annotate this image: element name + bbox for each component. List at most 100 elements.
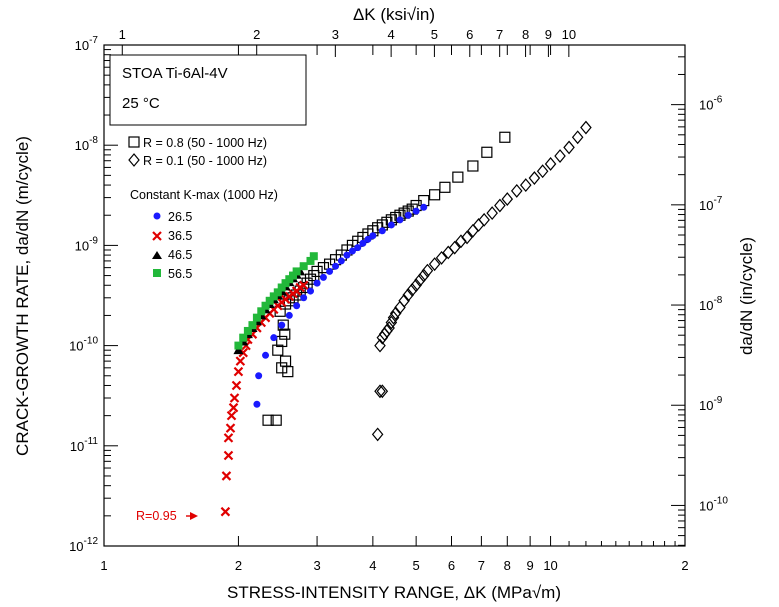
point-56-5 [248, 321, 257, 330]
point-26-5 [313, 279, 321, 287]
x-tick-label: 8 [504, 558, 511, 573]
top-axis-label-text: ΔK (ksi√in) [353, 5, 435, 24]
point-26-5 [319, 273, 327, 281]
point-r-0-1-50-1000-hz- [428, 257, 441, 272]
point-56-5 [299, 262, 308, 271]
legend-marker-465 [152, 251, 162, 259]
point-26-5 [306, 287, 314, 295]
top-axis-label: ΔK (ksi√in) [353, 5, 435, 24]
point-r-0-1-50-1000-hz- [461, 230, 473, 245]
legend-marker-265 [153, 212, 161, 220]
point-36-5 [223, 433, 234, 443]
point-26-5 [332, 262, 340, 270]
point-56-5 [265, 296, 274, 305]
top-tick-label: 7 [496, 27, 503, 42]
point-r-0-8-50-1000-hz- [452, 171, 464, 183]
right-tick-label: 10-8 [699, 295, 723, 313]
point-r-0-1-50-1000-hz- [528, 171, 541, 185]
point-r-0-8-50-1000-hz- [317, 262, 330, 274]
point-r-0-8-50-1000-hz- [429, 189, 441, 201]
data-points [220, 120, 592, 517]
point-r-0-1-50-1000-hz- [455, 234, 467, 249]
point-36-5 [229, 393, 240, 403]
top-tick-label: 5 [431, 27, 438, 42]
point-36-5 [226, 410, 237, 421]
point-r-0-1-50-1000-hz- [385, 315, 398, 330]
point-26-5 [255, 372, 263, 380]
point-r-0-1-50-1000-hz- [486, 206, 498, 221]
point-36-5 [233, 366, 244, 377]
point-26-5 [270, 334, 278, 342]
point-26-5 [354, 244, 362, 252]
point-r-0-1-50-1000-hz- [510, 183, 523, 198]
top-tick-label: 10 [562, 27, 576, 42]
point-26-5 [343, 251, 351, 259]
point-26-5 [253, 400, 261, 408]
point-56-5 [292, 267, 301, 276]
point-26-5 [300, 294, 308, 302]
point-56-5 [257, 307, 266, 316]
point-56-5 [273, 288, 282, 297]
legend-marker-r01 [128, 153, 140, 167]
legend-label-r01: R = 0.1 (50 - 1000 Hz) [143, 154, 267, 168]
point-26-5 [326, 267, 334, 275]
point-r-0-8-50-1000-hz- [481, 146, 493, 158]
legend-marker-565 [153, 269, 161, 277]
legend-marker-r08 [128, 136, 140, 148]
point-56-5 [306, 256, 315, 265]
point-r-0-1-50-1000-hz- [544, 157, 557, 171]
y-tick-label: 10-12 [69, 536, 98, 554]
point-56-5 [309, 252, 318, 261]
point-26-5 [387, 221, 395, 229]
point-r-0-1-50-1000-hz- [494, 198, 506, 213]
point-r-0-8-50-1000-hz- [270, 414, 282, 426]
point-36-5 [221, 471, 232, 481]
right-tick-label: 10-10 [699, 495, 728, 513]
point-r-0-1-50-1000-hz- [571, 130, 584, 145]
point-56-5 [277, 283, 286, 292]
point-r-0-1-50-1000-hz- [417, 268, 430, 283]
point-26-5 [369, 232, 377, 240]
point-r-0-1-50-1000-hz- [563, 140, 575, 155]
y-tick-label: 10-9 [75, 235, 99, 253]
x-tick-label: 5 [413, 558, 420, 573]
point-r-0-1-50-1000-hz- [448, 240, 461, 255]
point-r-0-1-50-1000-hz- [371, 427, 384, 442]
legend-label-565: 56.5 [168, 267, 192, 281]
point-r-0-8-50-1000-hz- [279, 355, 292, 367]
point-56-5 [261, 301, 270, 310]
point-r-0-1-50-1000-hz- [435, 250, 448, 265]
legend-label-465: 46.5 [168, 248, 192, 262]
x-axis-label: STRESS-INTENSITY RANGE, ΔK (MPa√m) [227, 583, 561, 602]
x-tick-label: 2 [235, 558, 242, 573]
y-tick-label: 10-10 [69, 336, 98, 354]
point-26-5 [278, 321, 286, 329]
legend-label-265: 26.5 [168, 210, 192, 224]
point-26-5 [396, 216, 404, 224]
point-r-0-8-50-1000-hz- [311, 265, 323, 278]
point-36-5 [223, 450, 234, 461]
point-36-5 [235, 356, 246, 366]
legend: R = 0.8 (50 - 1000 Hz) R = 0.1 (50 - 100… [128, 136, 278, 281]
point-r-0-1-50-1000-hz- [387, 310, 400, 325]
point-r-0-1-50-1000-hz- [501, 192, 514, 207]
point-r-0-8-50-1000-hz- [308, 269, 320, 282]
point-36-5 [225, 423, 236, 433]
point-26-5 [285, 311, 293, 319]
point-56-5 [243, 326, 252, 335]
point-r-0-1-50-1000-hz- [406, 282, 419, 297]
plot-frame [103, 44, 686, 547]
point-r-0-1-50-1000-hz- [398, 293, 410, 308]
point-r-0-8-50-1000-hz- [279, 328, 291, 340]
point-r-0-1-50-1000-hz- [519, 178, 532, 193]
point-26-5 [404, 211, 412, 219]
point-r-0-8-50-1000-hz- [276, 362, 288, 374]
legend-marker-365 [152, 231, 162, 241]
point-56-5 [239, 333, 248, 342]
right-tick-label: 10-7 [699, 195, 723, 213]
point-r-0-8-50-1000-hz- [467, 160, 479, 172]
point-26-5 [262, 351, 270, 359]
point-26-5 [293, 302, 301, 310]
info-box-material: STOA Ti-6Al-4V [122, 65, 228, 82]
